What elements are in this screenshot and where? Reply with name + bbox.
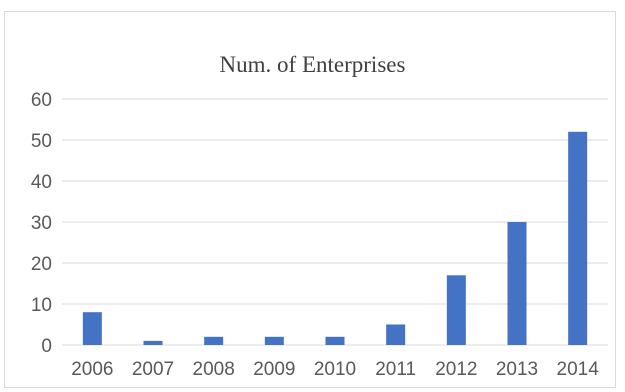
x-axis-ticks: 2006 2007 2008 2009 2010 2011 2012 2013 2014: [71, 359, 599, 380]
y-tick-label: 50: [31, 131, 52, 152]
x-tick-label: 2014: [557, 359, 600, 380]
bar-2014: [568, 131, 588, 345]
x-tick-label: 2009: [253, 359, 295, 380]
y-tick-label: 30: [31, 213, 52, 234]
x-tick-label: 2013: [496, 359, 538, 380]
y-tick-label: 0: [41, 336, 52, 357]
x-tick-label: 2010: [314, 359, 356, 380]
x-tick-label: 2012: [435, 359, 477, 380]
y-axis-ticks: 0 10 20 30 40 50 60: [31, 90, 52, 357]
bar-2007: [143, 340, 163, 345]
y-tick-label: 60: [31, 90, 52, 111]
bar-2009: [264, 336, 284, 345]
bar-2012: [446, 275, 466, 345]
x-tick-label: 2011: [375, 359, 416, 380]
bar-2011: [386, 324, 406, 345]
x-tick-label: 2008: [193, 359, 235, 380]
bar-2013: [507, 222, 527, 345]
y-tick-label: 20: [31, 254, 52, 275]
x-tick-label: 2007: [132, 359, 174, 380]
bars: [82, 131, 588, 345]
bar-2010: [325, 336, 345, 345]
x-tick-label: 2006: [71, 359, 113, 380]
bar-2008: [204, 336, 224, 345]
chart-title: Num. of Enterprises: [219, 52, 406, 77]
y-tick-label: 10: [31, 295, 52, 316]
bar-2006: [82, 312, 102, 345]
y-tick-label: 40: [31, 172, 52, 193]
